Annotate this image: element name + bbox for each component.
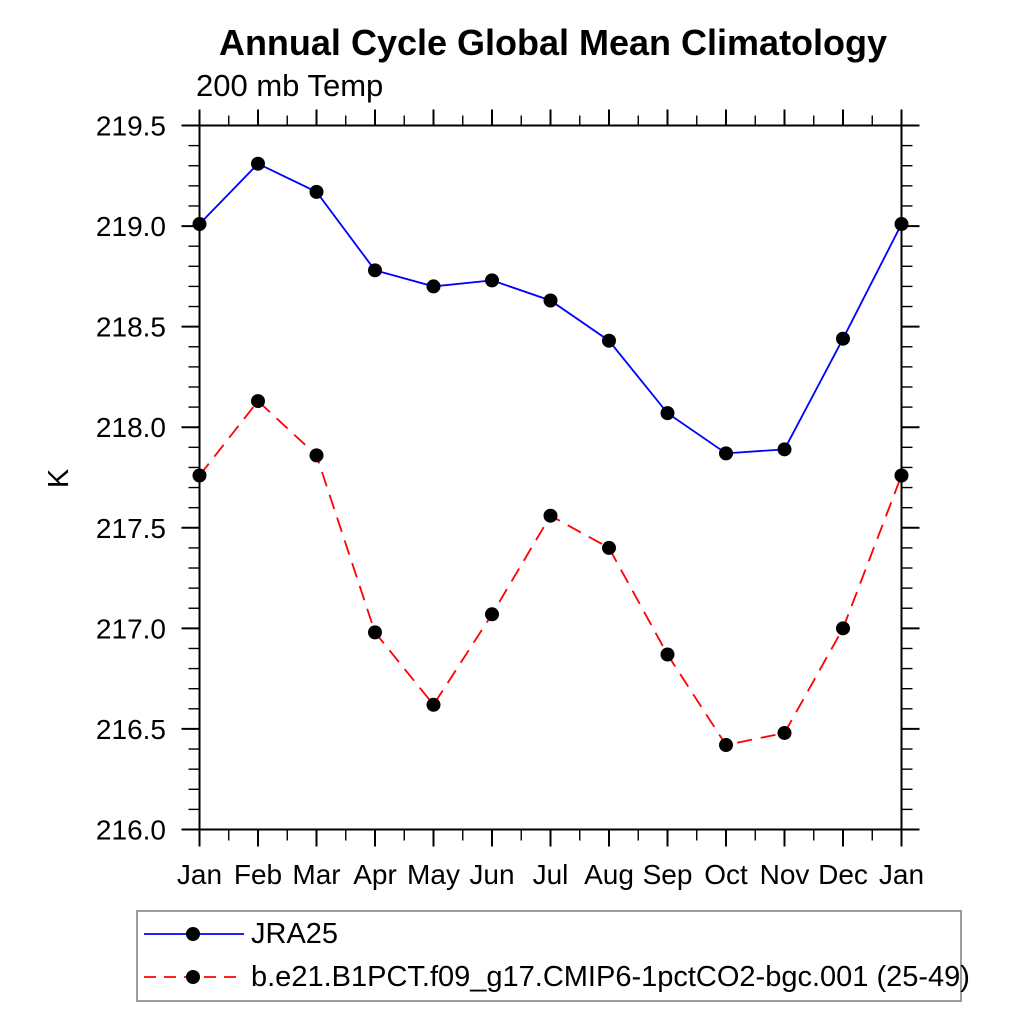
y-tick-label: 219.5: [96, 111, 166, 142]
data-point-marker-0: [368, 263, 382, 278]
data-point-marker-1: [777, 725, 792, 740]
y-tick-label: 219.0: [96, 211, 166, 242]
data-point-marker-0: [602, 333, 616, 348]
x-tick-label: Jul: [533, 859, 569, 890]
data-point-marker-0: [719, 446, 733, 461]
legend-label-model: b.e21.B1PCT.f09_g17.CMIP6-1pctCO2-bgc.00…: [251, 960, 970, 993]
y-tick-label: 216.5: [96, 714, 166, 745]
data-point-marker-1: [543, 508, 558, 523]
x-tick-label: Jan: [177, 859, 222, 890]
x-tick-label: Oct: [704, 859, 748, 890]
data-point-marker-1: [719, 738, 733, 753]
legend-line-sample-dashed: [144, 970, 244, 984]
x-tick-label: Nov: [760, 859, 810, 890]
data-point-marker-0: [251, 156, 265, 171]
y-tick-label: 217.0: [96, 613, 166, 644]
data-point-marker-0: [836, 331, 850, 346]
data-point-marker-0: [543, 293, 558, 308]
legend-sample-marker: [186, 970, 200, 984]
x-tick-label: Jan: [879, 859, 924, 890]
data-point-marker-1: [660, 647, 675, 662]
y-tick-label: 218.5: [96, 312, 166, 343]
chart-subtitle: 200 mb Temp: [196, 68, 384, 103]
legend-entry-model: b.e21.B1PCT.f09_g17.CMIP6-1pctCO2-bgc.00…: [143, 960, 970, 993]
data-point-marker-0: [192, 217, 207, 232]
data-point-marker-0: [485, 273, 499, 288]
series-line-0: [198, 162, 903, 455]
plot-box: [198, 124, 903, 831]
x-tick-label: May: [407, 859, 460, 890]
data-point-marker-1: [426, 697, 441, 712]
legend-sample-marker: [186, 927, 200, 941]
x-tick-label: Dec: [818, 859, 868, 890]
data-point-marker-1: [192, 468, 207, 483]
data-point-marker-0: [309, 184, 324, 199]
y-tick-label: 217.5: [96, 513, 166, 544]
data-point-marker-0: [426, 279, 441, 294]
data-point-marker-1: [894, 468, 909, 483]
x-tick-label: Apr: [353, 859, 397, 890]
data-point-marker-0: [660, 406, 675, 421]
data-point-marker-1: [485, 607, 499, 622]
x-tick-label: Feb: [234, 859, 282, 890]
x-tick-label: Aug: [584, 859, 634, 890]
x-tick-label: Sep: [643, 859, 693, 890]
legend-line-sample-solid: [144, 927, 244, 941]
data-point-marker-1: [251, 394, 265, 409]
data-point-marker-1: [836, 621, 850, 636]
series-line-1: [198, 399, 903, 747]
y-tick-label: 218.0: [96, 412, 166, 443]
legend-label-jra25: JRA25: [251, 917, 339, 950]
data-point-marker-1: [602, 540, 616, 555]
legend-entry-jra25: JRA25: [143, 917, 339, 950]
data-point-marker-0: [894, 217, 909, 232]
legend: JRA25 b.e21.B1PCT.f09_g17.CMIP6-1pctCO2-…: [136, 910, 970, 1002]
y-axis-label: K: [43, 468, 76, 489]
data-point-marker-0: [777, 442, 792, 457]
x-tick-label: Jun: [469, 859, 514, 890]
data-point-marker-1: [309, 448, 324, 463]
x-tick-label: Mar: [292, 859, 340, 890]
chart-title: Annual Cycle Global Mean Climatology: [218, 22, 888, 63]
y-tick-label: 216.0: [96, 815, 166, 846]
data-point-marker-1: [368, 625, 382, 640]
